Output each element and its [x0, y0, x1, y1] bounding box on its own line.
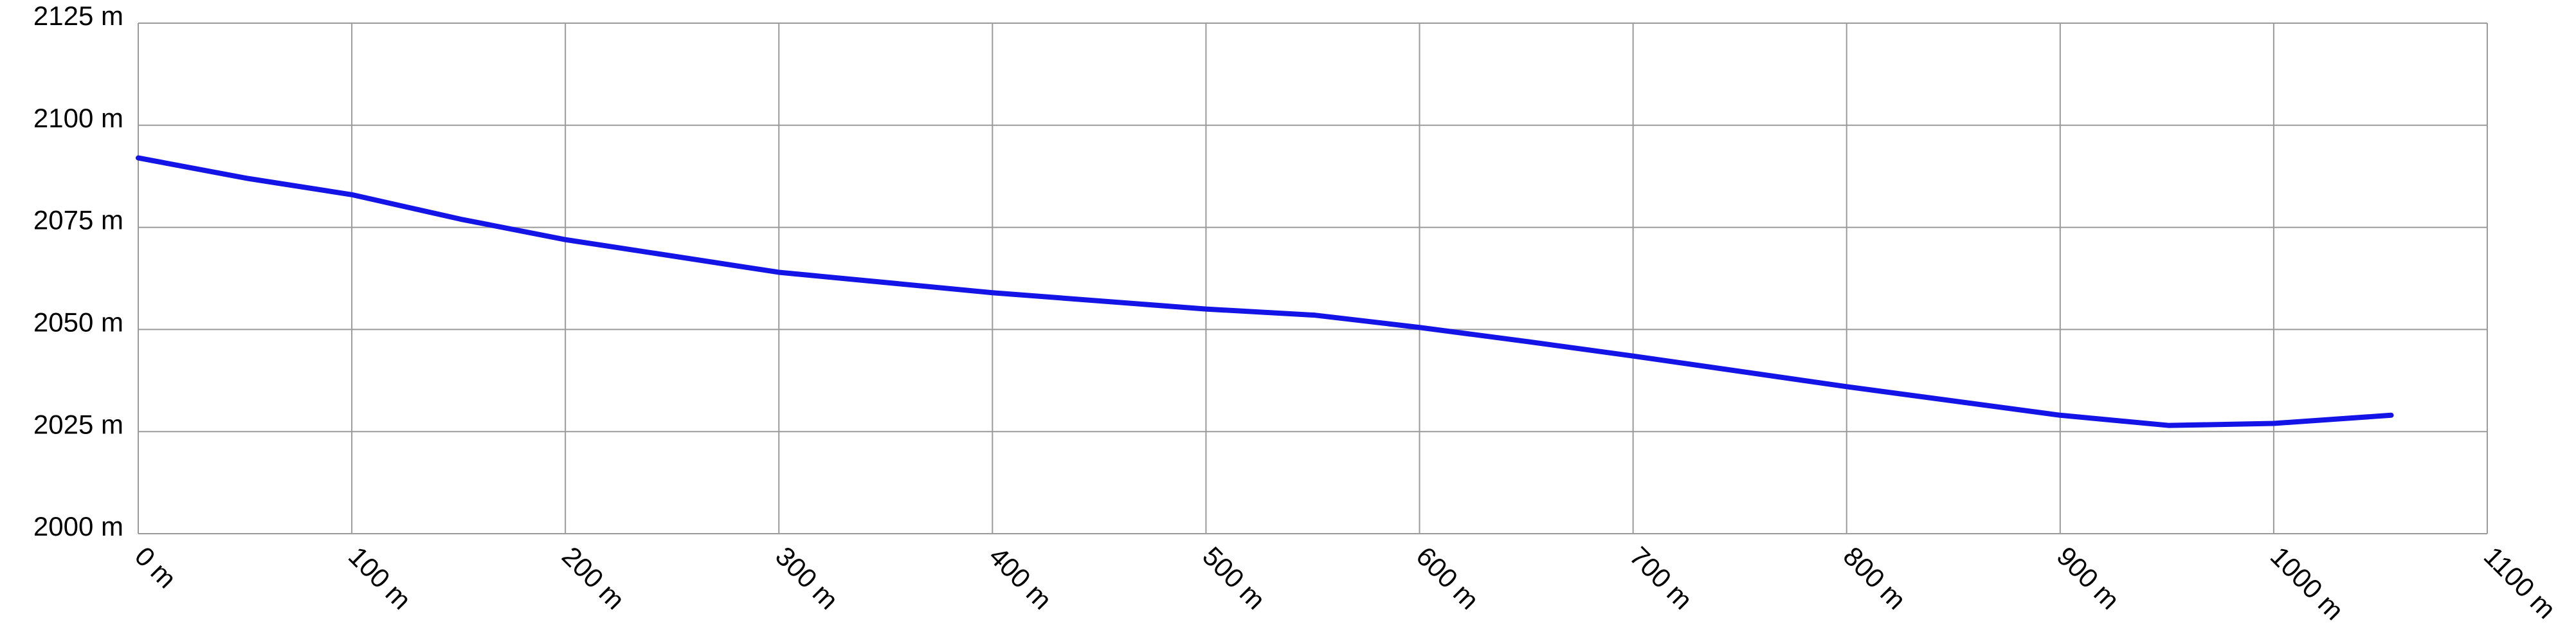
- x-tick-label: 0 m: [129, 541, 183, 594]
- x-tick-label: 1000 m: [2265, 541, 2350, 626]
- x-tick-label: 800 m: [1838, 541, 1912, 615]
- x-tick-label: 300 m: [770, 541, 844, 615]
- x-tick-label: 900 m: [2051, 541, 2126, 615]
- y-tick-label: 2125 m: [33, 1, 123, 31]
- x-tick-label: 100 m: [343, 541, 417, 615]
- x-tick-label: 700 m: [1624, 541, 1698, 615]
- y-tick-label: 2050 m: [33, 307, 123, 337]
- x-tick-label: 600 m: [1410, 541, 1485, 615]
- y-tick-label: 2100 m: [33, 103, 123, 133]
- elevation-line: [136, 155, 2394, 428]
- x-tick-label: 1100 m: [2478, 541, 2562, 624]
- x-tick-label: 500 m: [1197, 541, 1271, 615]
- x-tick-label: 400 m: [983, 541, 1058, 615]
- y-tick-label: 2025 m: [33, 409, 123, 439]
- x-tick-label: 200 m: [556, 541, 631, 615]
- y-tick-label: 2075 m: [33, 205, 123, 235]
- y-tick-label: 2000 m: [33, 511, 123, 541]
